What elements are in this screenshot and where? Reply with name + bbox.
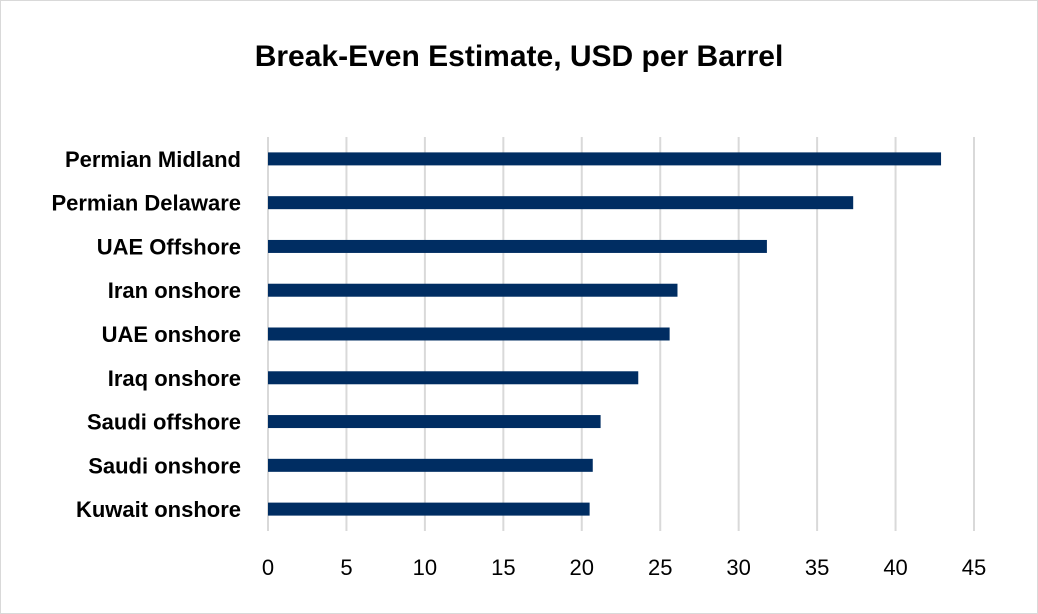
bar [268,239,767,253]
x-tick-label: 20 [570,555,594,580]
category-label: Saudi onshore [88,453,241,478]
x-tick-label: 35 [805,555,829,580]
bar [268,196,854,210]
bar [268,152,942,166]
bars [268,152,942,516]
x-tick-label: 45 [962,555,986,580]
x-tick-label: 30 [726,555,750,580]
bar [268,458,593,472]
x-tick-label: 10 [413,555,437,580]
chart-title: Break-Even Estimate, USD per Barrel [254,40,784,73]
category-label: Iran onshore [108,278,241,303]
x-tick-label: 0 [262,555,274,580]
bar [268,371,639,385]
category-label: Iraq onshore [108,366,241,391]
x-tick-labels: 0 5 10 15 20 25 30 35 40 45 [262,555,986,580]
x-tick-label: 15 [491,555,515,580]
category-label: UAE onshore [102,322,241,347]
bar [268,502,590,516]
category-label: Permian Midland [65,147,241,172]
bar [268,327,670,341]
bar [268,415,601,429]
category-label: UAE Offshore [97,234,241,259]
category-label: Permian Delaware [51,191,241,216]
x-tick-label: 40 [883,555,907,580]
category-label: Kuwait onshore [76,497,241,522]
x-tick-label: 25 [648,555,672,580]
category-label: Saudi offshore [87,410,241,435]
category-labels: Permian Midland Permian Delaware UAE Offsh… [51,147,241,522]
x-tick-label: 5 [340,555,352,580]
bar [268,283,678,297]
